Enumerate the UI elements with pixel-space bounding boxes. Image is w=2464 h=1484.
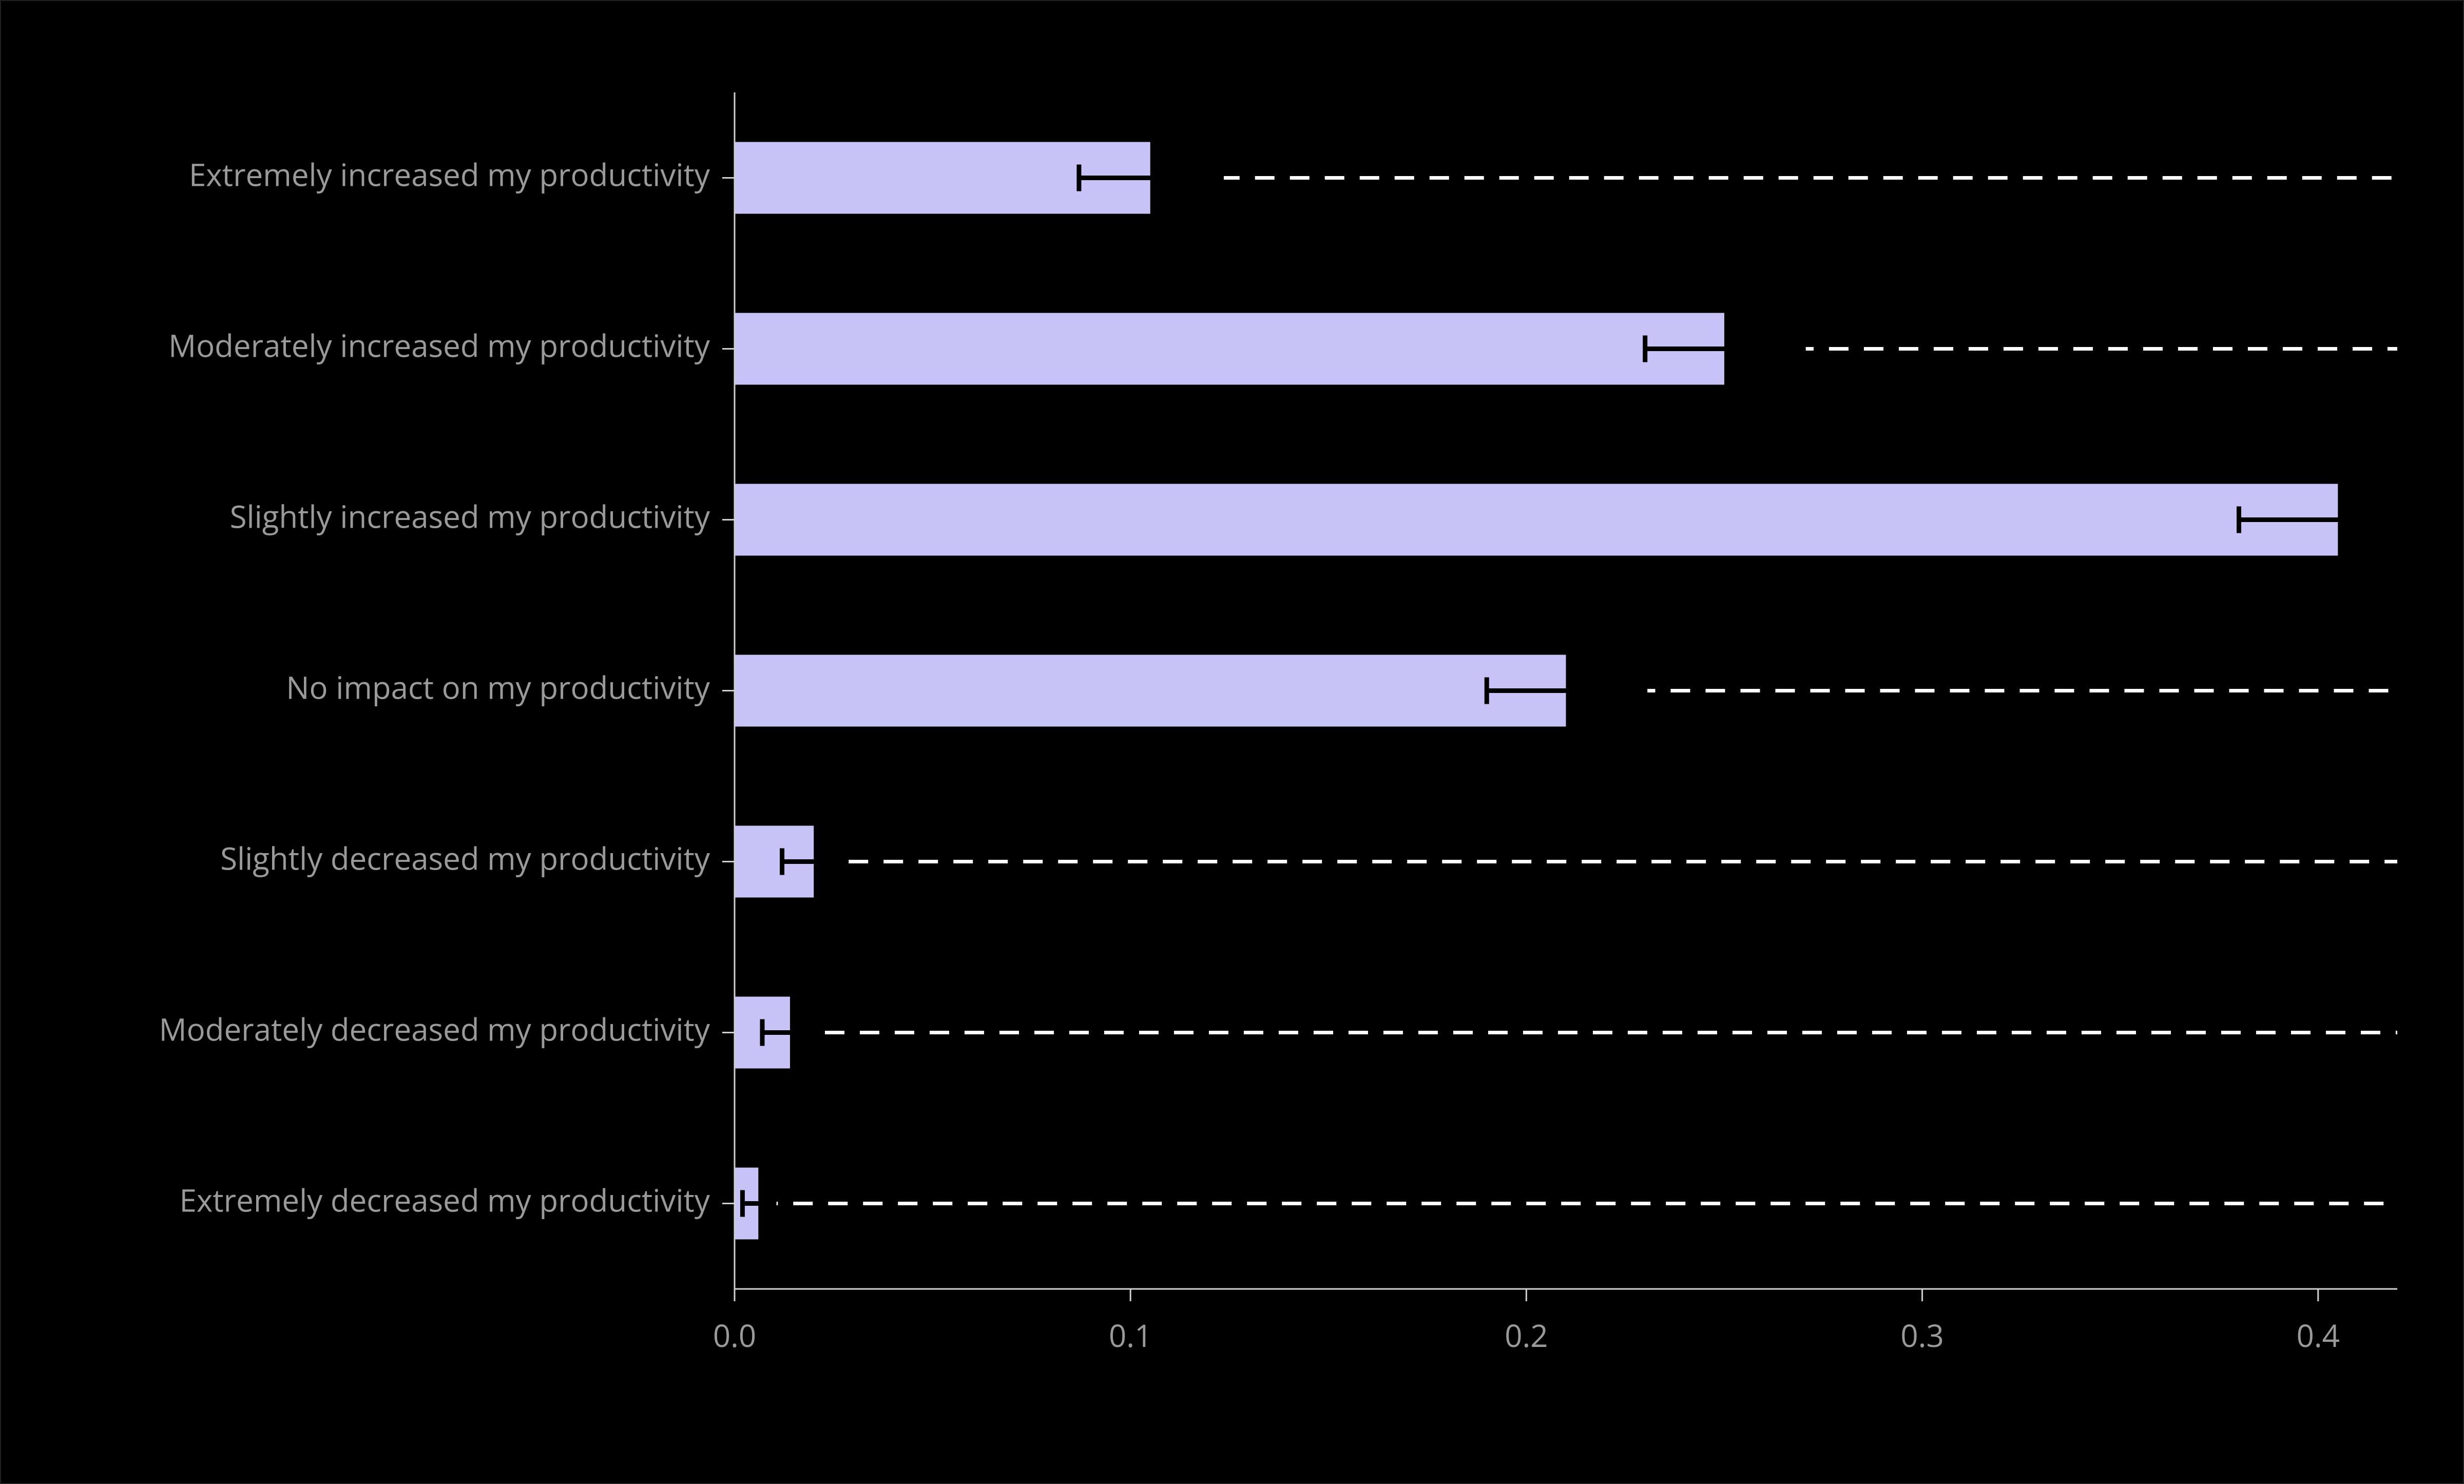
chart-background: [0, 0, 2464, 1484]
bar: [735, 313, 1724, 385]
x-tick-label: 0.1: [1109, 1314, 1152, 1356]
y-tick-label: Slightly increased my productivity: [230, 495, 710, 537]
y-tick-label: No impact on my productivity: [286, 666, 710, 708]
bar: [735, 655, 1566, 727]
x-tick-label: 0.3: [1900, 1314, 1943, 1356]
productivity-barh-chart: 0.0 0.1 0.2 0.3 0.4 Extremely increased my pr…: [0, 0, 2464, 1484]
bar: [735, 484, 2338, 556]
x-tick-label: 0.2: [1505, 1314, 1548, 1356]
y-tick-label: Slightly decreased my productivity: [220, 837, 710, 879]
y-tick-label: Moderately decreased my productivity: [159, 1008, 710, 1050]
chart-svg: 0.0 0.1 0.2 0.3 0.4 Extremely increased my pr…: [0, 0, 2464, 1484]
x-tick-label: 0.4: [2297, 1314, 2340, 1356]
y-tick-label: Moderately increased my productivity: [168, 324, 710, 367]
x-tick-label: 0.0: [713, 1314, 756, 1356]
y-tick-label: Extremely increased my productivity: [189, 153, 710, 196]
y-tick-label: Extremely decreased my productivity: [179, 1179, 710, 1221]
